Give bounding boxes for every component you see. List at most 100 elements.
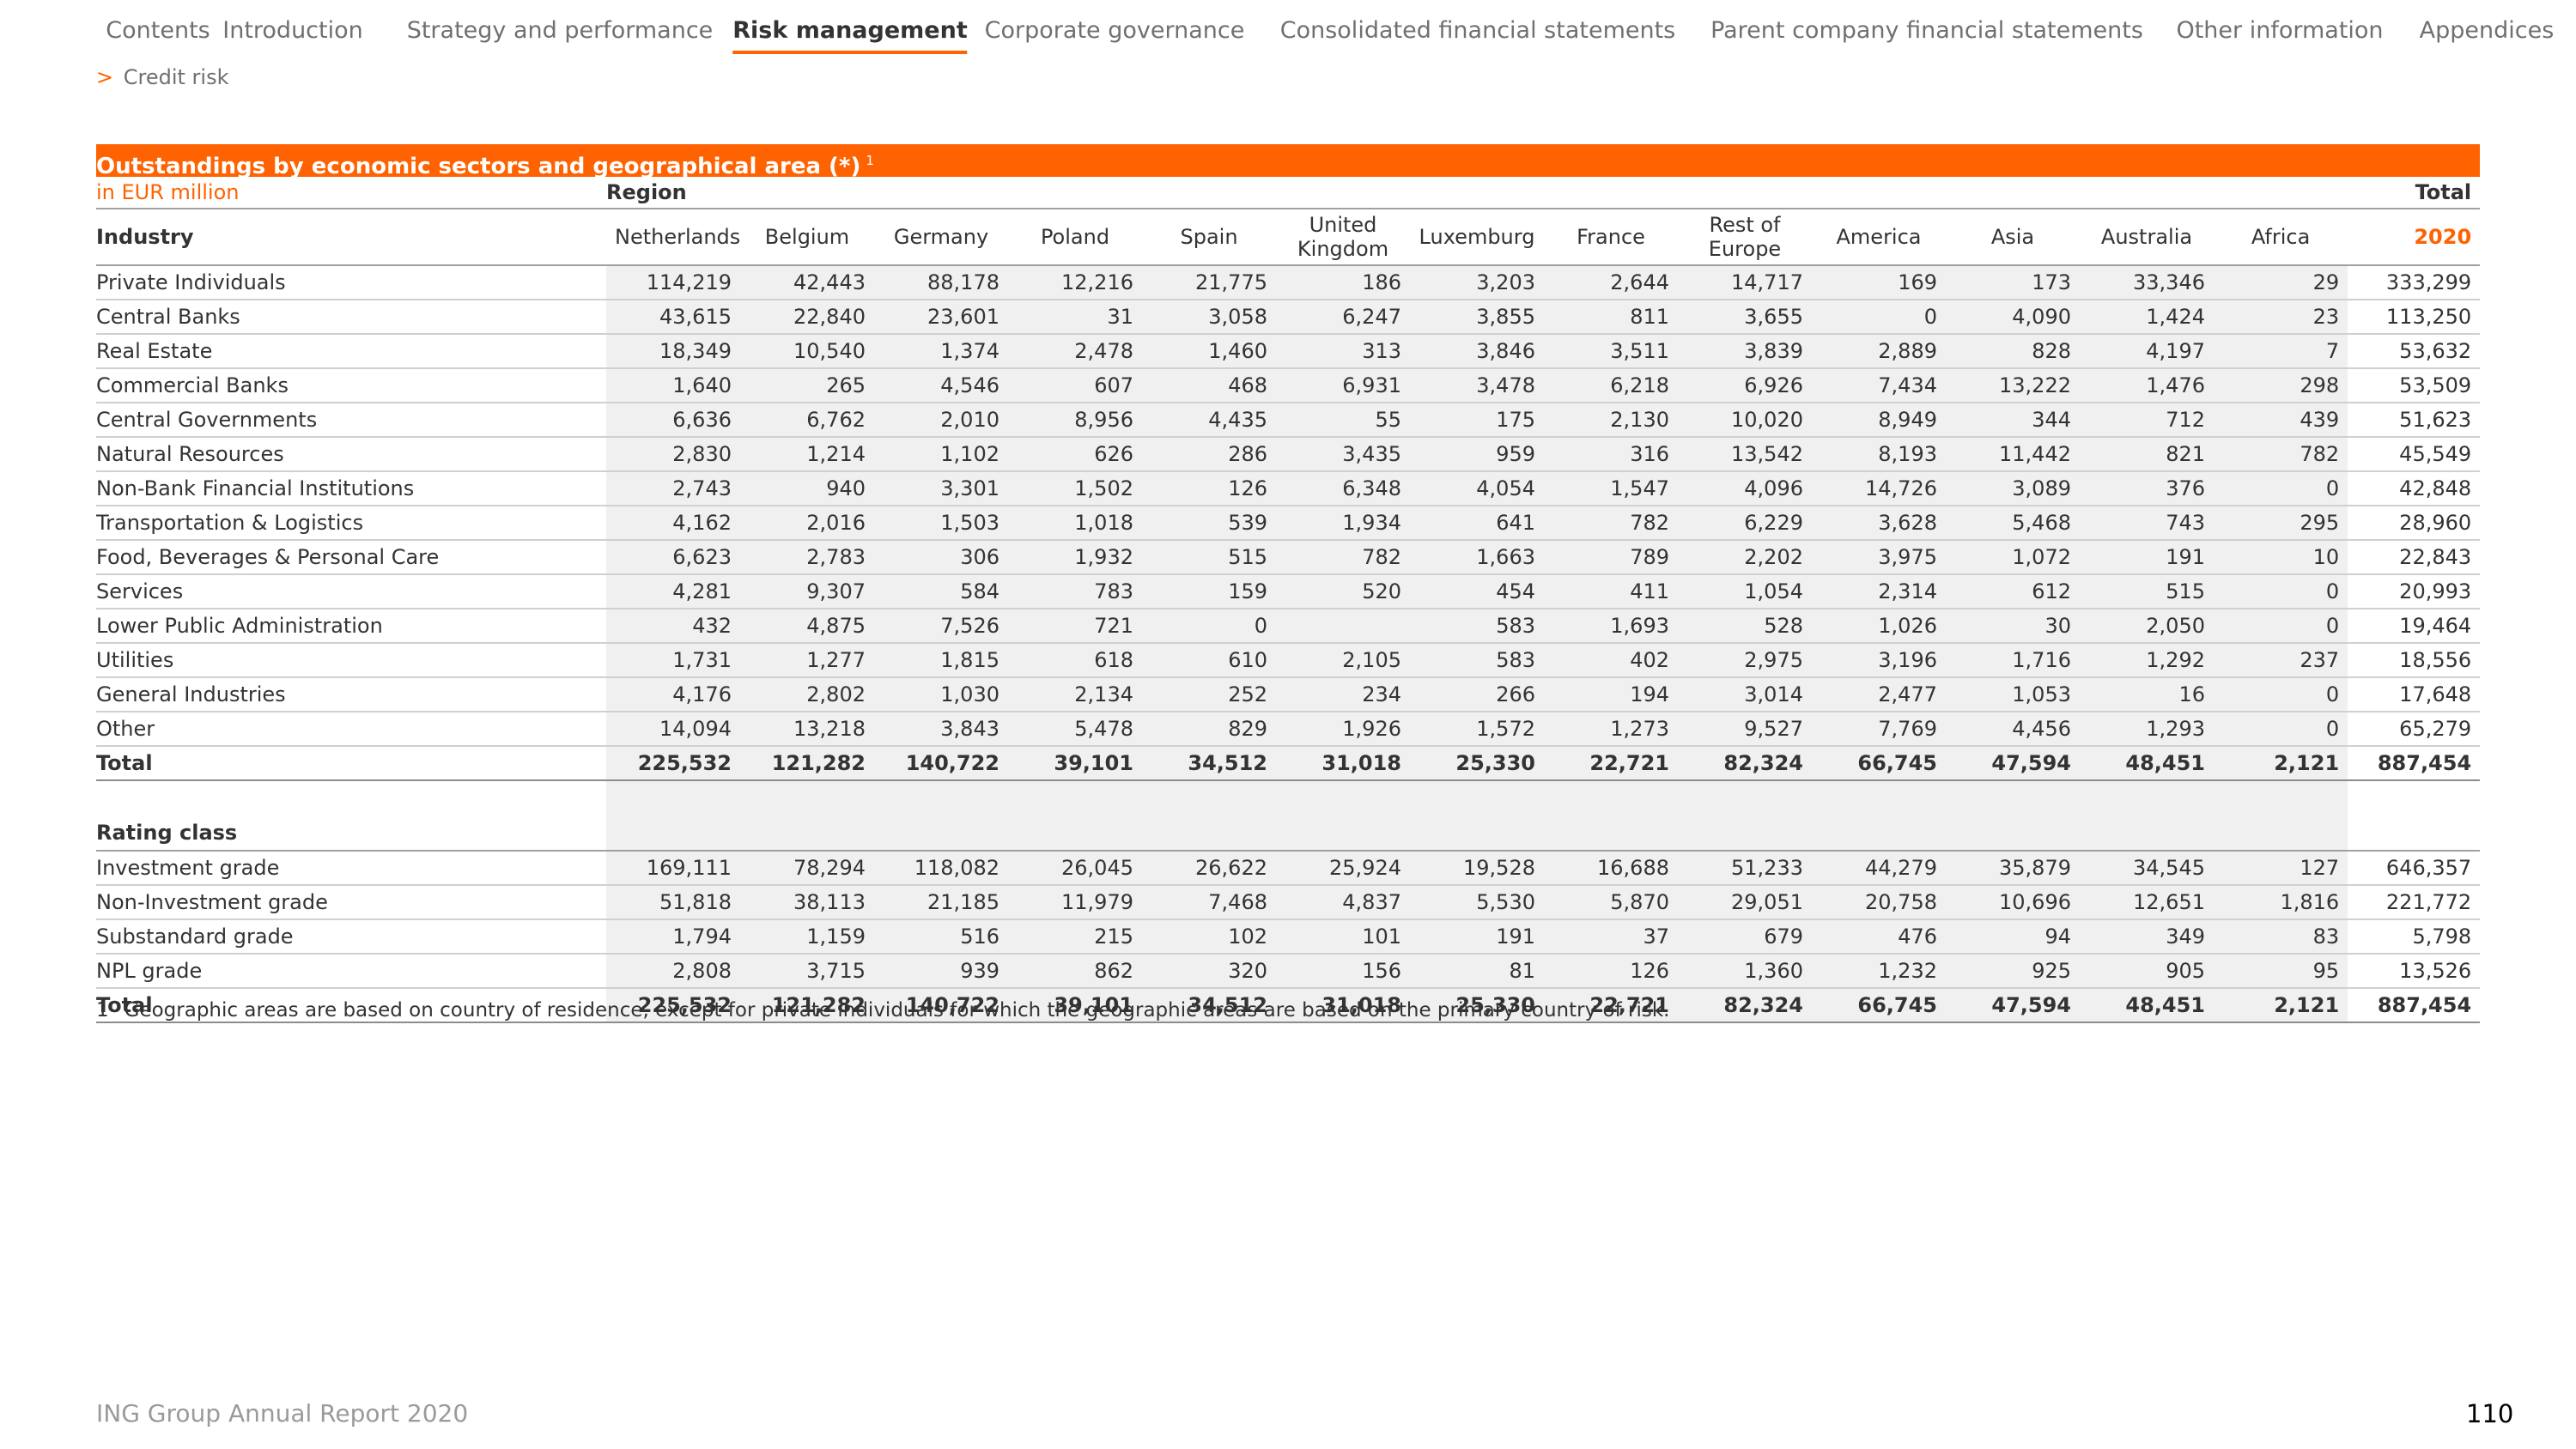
region-label: Region [606, 177, 2348, 209]
cell-value: 0 [2214, 574, 2348, 609]
cell-value: 38,113 [740, 885, 874, 920]
cell-value: 782 [1276, 540, 1410, 575]
cell-value: 821 [2080, 437, 2214, 472]
cell-value: 3,846 [1410, 334, 1544, 369]
row-total-value: 19,464 [2348, 609, 2481, 644]
cell-value: 225,532 [606, 987, 740, 1023]
cell-value: 939 [874, 954, 1008, 989]
nav-item-6[interactable]: Parent company financial statements [1710, 17, 2143, 44]
cell-value: 234 [1276, 677, 1410, 712]
blank-cell [1946, 815, 2080, 852]
cell-value: 10,540 [740, 334, 874, 369]
cell-value: 169 [1812, 265, 1946, 300]
cell-value: 3,511 [1544, 334, 1678, 369]
cell-value: 2,889 [1812, 334, 1946, 369]
cell-value: 5,468 [1946, 506, 2080, 541]
cell-value: 3,855 [1410, 300, 1544, 335]
table-row: Natural Resources 2,830 1,214 1,102 626 286 3,… [96, 437, 2481, 472]
column-header: France [1544, 209, 1678, 266]
cell-value: 1,794 [606, 919, 740, 955]
cell-value: 175 [1410, 403, 1544, 438]
cell-value: 8,949 [1812, 403, 1946, 438]
nav-item-1[interactable]: Introduction [222, 17, 363, 44]
cell-value: 127 [2214, 851, 2348, 886]
cell-value: 266 [1410, 677, 1544, 712]
table-row: Utilities 1,731 1,277 1,815 618 610 2,105 583 40… [96, 643, 2481, 678]
blank-cell [2214, 815, 2348, 852]
cell-value: 0 [1142, 609, 1276, 644]
row-label: Food, Beverages & Personal Care [96, 540, 606, 575]
cell-value: 252 [1142, 677, 1276, 712]
cell-value: 432 [606, 609, 740, 644]
breadcrumb-arrow: > [96, 65, 114, 89]
cell-value: 1,716 [1946, 643, 2080, 678]
nav-item-3[interactable]: Risk management [732, 17, 968, 54]
spacer-cell [1812, 780, 1946, 815]
table-title: Outstandings by economic sectors and geo… [96, 144, 2480, 177]
cell-value: 31,018 [1276, 745, 1410, 781]
table-row: Real Estate 18,349 10,540 1,374 2,478 1,460 31… [96, 334, 2481, 369]
cell-value: 6,348 [1276, 471, 1410, 506]
row-label: Non-Investment grade [96, 885, 606, 920]
row-label: Real Estate [96, 334, 606, 369]
table-row: Transportation & Logistics 4,162 2,016 1,50… [96, 506, 2481, 541]
spacer-cell [606, 780, 740, 815]
top-navigation: Contents Introduction Strategy and perform… [0, 0, 2576, 60]
nav-item-4[interactable]: Corporate governance [984, 17, 1245, 44]
cell-value: 21,185 [874, 885, 1008, 920]
cell-value: 2,802 [740, 677, 874, 712]
cell-value: 7,434 [1812, 368, 1946, 403]
cell-value: 313 [1276, 334, 1410, 369]
nav-item-0[interactable]: Contents [106, 17, 210, 44]
cell-value: 1,934 [1276, 506, 1410, 541]
breadcrumb-label: Credit risk [123, 65, 229, 89]
total-label: Total [2348, 177, 2481, 209]
breadcrumb[interactable]: > Credit risk [96, 65, 229, 89]
cell-value: 607 [1008, 368, 1142, 403]
row-label: Non-Bank Financial Institutions [96, 471, 606, 506]
row-label: Natural Resources [96, 437, 606, 472]
cell-value: 1,693 [1544, 609, 1678, 644]
nav-item-7[interactable]: Other information [2176, 17, 2384, 44]
row-label: Transportation & Logistics [96, 506, 606, 541]
table-row: Food, Beverages & Personal Care 6,623 2,78… [96, 540, 2481, 575]
cell-value: 1,502 [1008, 471, 1142, 506]
cell-value: 476 [1812, 919, 1946, 955]
unit-label: in EUR million [96, 177, 606, 209]
cell-value: 6,247 [1276, 300, 1410, 335]
column-header-row: Industry Netherlands Belgium Germany Poland S… [96, 209, 2481, 266]
blank-cell [2080, 815, 2214, 852]
cell-value: 1,232 [1812, 954, 1946, 989]
cell-value: 121,282 [740, 745, 874, 781]
cell-value: 51,818 [606, 885, 740, 920]
table-row: NPL grade 2,808 3,715 939 862 320 156 81 126 1,36… [96, 954, 2481, 989]
row-total-value: 13,526 [2348, 954, 2481, 989]
column-header: Australia [2080, 209, 2214, 266]
cell-value: 30 [1946, 609, 2080, 644]
cell-value: 618 [1008, 643, 1142, 678]
cell-value: 1,360 [1678, 954, 1812, 989]
nav-item-8[interactable]: Appendices [2419, 17, 2555, 44]
cell-value: 173 [1946, 265, 2080, 300]
cell-value [1276, 609, 1410, 644]
cell-value: 1,460 [1142, 334, 1276, 369]
nav-item-5[interactable]: Consolidated financial statements [1279, 17, 1676, 44]
cell-value: 19,528 [1410, 851, 1544, 886]
cell-value: 1,572 [1410, 712, 1544, 747]
row-total-value: 53,632 [2348, 334, 2481, 369]
cell-value: 37 [1544, 919, 1678, 955]
cell-value: 1,292 [2080, 643, 2214, 678]
row-label: Total [96, 746, 606, 781]
cell-value: 225,532 [606, 745, 740, 781]
cell-value: 10,020 [1678, 403, 1812, 438]
cell-value: 8,956 [1008, 403, 1142, 438]
footnote-text: Geographic areas are based on country of… [124, 999, 1670, 1022]
cell-value: 11,442 [1946, 437, 2080, 472]
row-total-value: 28,960 [2348, 506, 2481, 541]
cell-value: 16,688 [1544, 851, 1678, 886]
cell-value: 78,294 [740, 851, 874, 886]
cell-value: 66,745 [1812, 987, 1946, 1023]
cell-value: 0 [2214, 677, 2348, 712]
cell-value: 712 [2080, 403, 2214, 438]
nav-item-2[interactable]: Strategy and performance [406, 17, 714, 44]
